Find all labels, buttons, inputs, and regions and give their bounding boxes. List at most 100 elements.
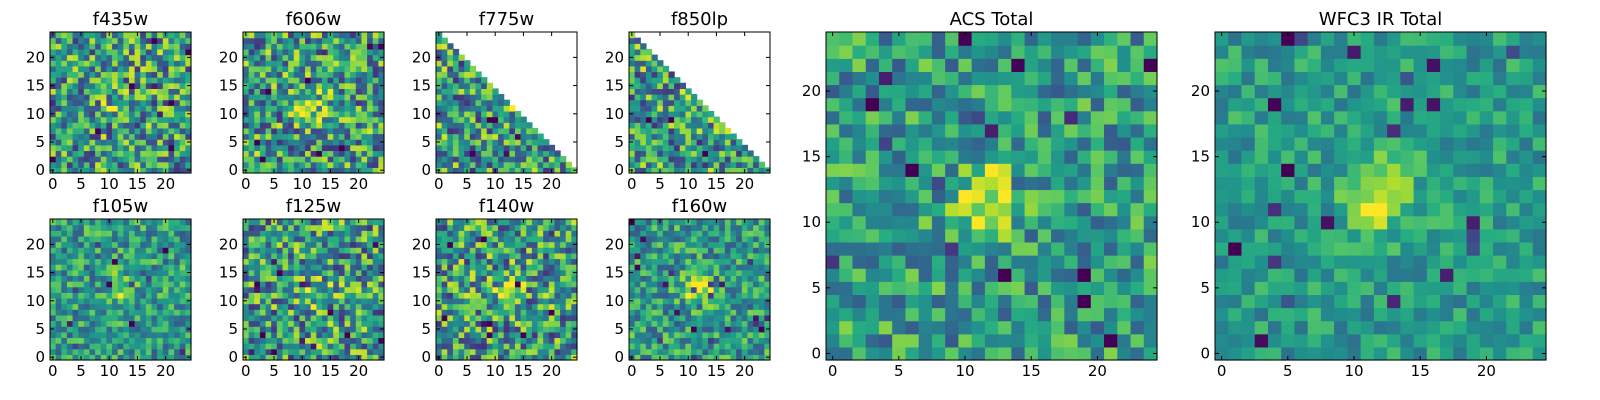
heatmap-cell — [629, 230, 636, 237]
heatmap-cell — [447, 88, 454, 95]
heatmap-cell — [259, 219, 267, 226]
heatmap-cell — [548, 326, 556, 333]
heatmap-cell — [918, 241, 933, 256]
heatmap-cell — [372, 127, 379, 135]
heatmap-cell — [514, 326, 522, 333]
heatmap-cell — [305, 241, 312, 248]
heatmap-cell — [123, 150, 130, 157]
heatmap-cell — [998, 189, 1012, 204]
heatmap-cell — [679, 303, 686, 310]
heatmap-cell — [447, 48, 454, 56]
heatmap-cell — [100, 286, 107, 293]
heatmap-cell — [645, 343, 653, 350]
heatmap-cell — [134, 150, 141, 157]
heatmap-cell — [66, 258, 74, 265]
heatmap-cell — [134, 105, 141, 112]
heatmap-cell — [1077, 346, 1092, 361]
heatmap-cell — [350, 224, 357, 231]
heatmap-cell — [89, 320, 96, 327]
heatmap-cell — [66, 264, 74, 271]
heatmap-cell — [1090, 320, 1105, 335]
heatmap-cell — [271, 133, 278, 140]
heatmap-cell — [259, 326, 267, 333]
panel-title: f140w — [479, 196, 534, 217]
heatmap-cell — [668, 348, 675, 355]
heatmap-cell — [66, 167, 74, 174]
heatmap-cell — [293, 224, 300, 231]
heatmap-cell — [441, 326, 448, 333]
heatmap-cell — [333, 82, 340, 89]
heatmap-cell — [475, 105, 482, 112]
heatmap-cell — [265, 286, 272, 293]
heatmap-cell — [736, 343, 743, 350]
heatmap-cell — [1051, 307, 1065, 322]
heatmap-cell — [134, 65, 141, 73]
heatmap-cell — [106, 122, 113, 129]
heatmap-cell — [503, 320, 510, 327]
heatmap-cell — [140, 77, 147, 84]
heatmap-cell — [503, 275, 510, 282]
heatmap-cell — [66, 337, 74, 344]
heatmap-cell — [452, 65, 460, 73]
heatmap-cell — [333, 269, 340, 276]
heatmap-cell — [243, 258, 250, 265]
heatmap-cell — [826, 333, 840, 348]
heatmap-cell — [117, 71, 124, 78]
heatmap-cell — [367, 314, 374, 322]
heatmap-cell — [355, 241, 363, 248]
heatmap-cell — [61, 144, 68, 152]
heatmap-cell — [492, 275, 499, 282]
heatmap-cell — [327, 139, 334, 146]
heatmap-cell — [452, 77, 460, 84]
heatmap-cell — [254, 235, 261, 243]
heatmap-cell — [560, 269, 567, 276]
heatmap-cell — [310, 133, 317, 140]
heatmap-cell — [469, 247, 477, 254]
heatmap-cell — [640, 247, 647, 254]
heatmap-cell — [674, 224, 681, 231]
heatmap-cell — [316, 60, 323, 67]
heatmap-cell — [958, 268, 973, 282]
heatmap-cell — [736, 264, 743, 271]
heatmap-cell — [464, 348, 471, 355]
heatmap-cell — [128, 116, 136, 123]
heatmap-cell — [736, 241, 743, 248]
heatmap-cell — [162, 144, 170, 152]
heatmap-cell — [305, 258, 312, 265]
heatmap-cell — [1051, 294, 1065, 309]
x-tick-label: 0 — [434, 362, 444, 380]
heatmap-cell — [452, 241, 460, 248]
heatmap-cell — [548, 303, 556, 310]
heatmap-cell — [685, 235, 692, 243]
heatmap-cell — [55, 269, 62, 276]
heatmap-cell — [321, 116, 329, 123]
heatmap-cell — [310, 65, 317, 73]
heatmap-cell — [157, 343, 164, 350]
heatmap-cell — [764, 292, 771, 299]
heatmap-cell — [679, 82, 686, 89]
heatmap-cell — [481, 354, 488, 361]
heatmap-cell — [248, 292, 255, 299]
heatmap-cell — [321, 99, 329, 106]
heatmap-cell — [452, 252, 460, 260]
heatmap-cell — [645, 348, 653, 355]
heatmap-cell — [254, 167, 261, 174]
heatmap-cell — [265, 133, 272, 140]
heatmap-cell — [174, 252, 181, 260]
heatmap-cell — [492, 303, 499, 310]
heatmap-cell — [640, 309, 647, 316]
heatmap-cell — [657, 303, 664, 310]
heatmap-cell — [679, 258, 686, 265]
heatmap-cell — [185, 127, 192, 135]
heatmap-cell — [469, 297, 477, 305]
heatmap-cell — [651, 71, 658, 78]
heatmap-cell — [531, 269, 539, 276]
heatmap-cell — [145, 292, 153, 299]
heatmap-cell — [747, 224, 754, 231]
heatmap-cell — [492, 235, 499, 243]
heatmap-cell — [492, 252, 499, 260]
heatmap-cell — [333, 320, 340, 327]
heatmap-cell — [248, 320, 255, 327]
heatmap-cell — [447, 122, 454, 129]
heatmap-cell — [724, 348, 732, 355]
